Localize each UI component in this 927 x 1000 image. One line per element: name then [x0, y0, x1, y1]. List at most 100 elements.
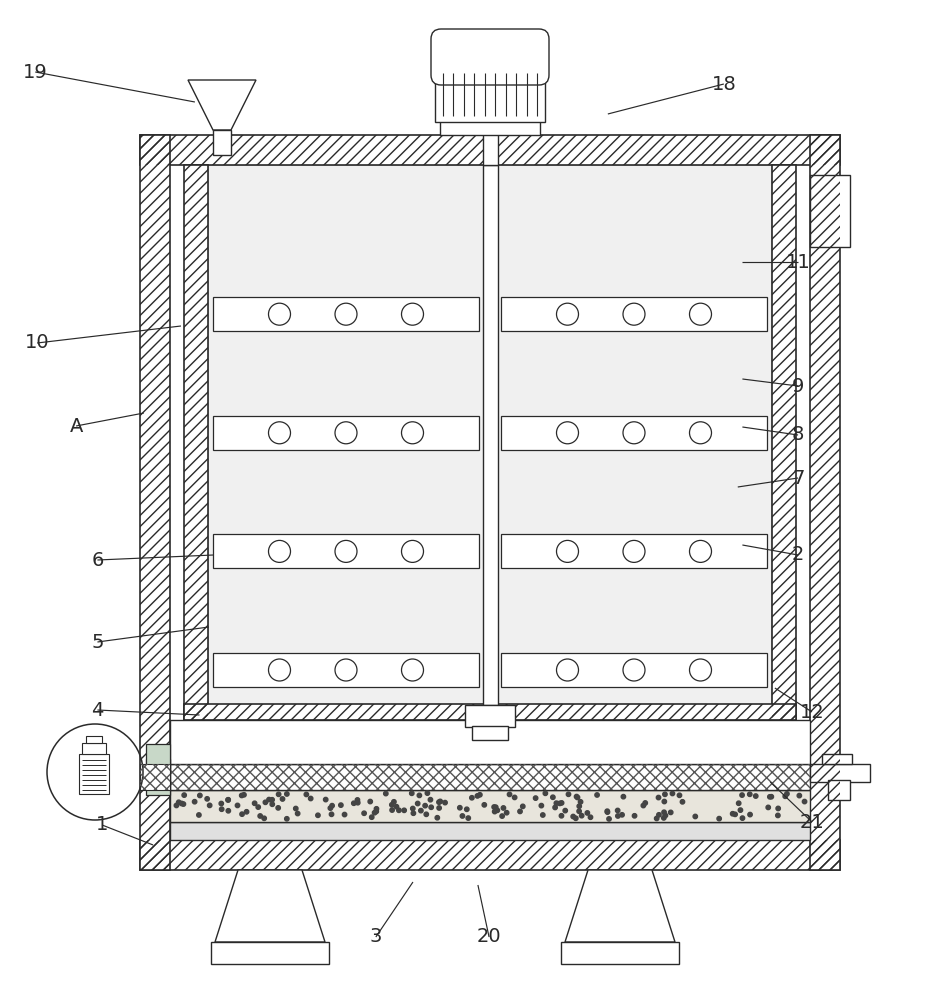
Bar [213, 130, 231, 155]
Bar [79, 754, 108, 794]
Circle shape [517, 809, 522, 814]
Circle shape [493, 805, 498, 809]
Circle shape [622, 659, 644, 681]
Circle shape [619, 813, 624, 817]
Bar [140, 764, 170, 790]
Bar [213, 416, 478, 450]
Circle shape [374, 809, 378, 814]
Circle shape [368, 799, 372, 804]
Circle shape [669, 791, 674, 796]
Circle shape [662, 799, 666, 804]
Circle shape [667, 810, 672, 815]
FancyBboxPatch shape [430, 29, 549, 85]
Circle shape [622, 303, 644, 325]
Circle shape [225, 798, 230, 802]
Circle shape [304, 792, 308, 797]
Bar [771, 165, 795, 720]
Circle shape [355, 798, 360, 802]
Circle shape [335, 303, 357, 325]
Circle shape [501, 806, 505, 810]
Circle shape [338, 803, 343, 807]
Circle shape [559, 814, 563, 818]
Bar [170, 720, 809, 764]
Circle shape [270, 798, 274, 802]
Circle shape [252, 801, 257, 805]
Bar [140, 840, 839, 870]
Circle shape [604, 810, 609, 814]
Bar [208, 165, 771, 705]
Circle shape [730, 812, 734, 816]
Circle shape [268, 422, 290, 444]
Circle shape [469, 796, 474, 800]
Circle shape [176, 800, 181, 804]
Circle shape [192, 800, 197, 804]
Circle shape [654, 816, 658, 821]
Circle shape [747, 792, 751, 796]
Circle shape [418, 808, 423, 813]
Bar [184, 704, 795, 720]
Circle shape [594, 793, 599, 797]
Circle shape [208, 803, 211, 808]
Circle shape [775, 813, 780, 818]
Circle shape [362, 811, 366, 815]
Circle shape [588, 815, 592, 819]
Circle shape [268, 659, 290, 681]
Circle shape [394, 804, 399, 809]
Bar [170, 822, 809, 840]
Circle shape [383, 791, 387, 796]
Circle shape [219, 801, 223, 806]
Bar [435, 67, 544, 122]
Circle shape [689, 422, 711, 444]
Circle shape [491, 805, 496, 809]
Circle shape [768, 795, 773, 799]
Circle shape [437, 800, 440, 804]
Circle shape [355, 801, 360, 805]
Circle shape [642, 801, 647, 805]
Circle shape [268, 303, 290, 325]
Circle shape [423, 803, 426, 808]
Circle shape [692, 814, 697, 819]
Circle shape [606, 817, 611, 821]
Circle shape [556, 422, 578, 444]
Bar [501, 297, 767, 331]
Text: 18: 18 [711, 75, 735, 94]
Circle shape [226, 798, 230, 802]
Circle shape [689, 303, 711, 325]
Circle shape [409, 791, 413, 795]
Bar [146, 744, 170, 769]
Circle shape [753, 794, 757, 798]
Circle shape [796, 793, 801, 798]
Bar [809, 135, 839, 870]
Circle shape [550, 795, 554, 799]
Circle shape [717, 816, 720, 821]
Circle shape [424, 812, 428, 817]
Circle shape [197, 813, 201, 817]
Circle shape [738, 808, 742, 812]
Circle shape [401, 540, 423, 562]
Circle shape [663, 813, 667, 818]
Circle shape [492, 809, 496, 814]
Circle shape [280, 797, 285, 801]
Bar [184, 165, 208, 720]
Bar [809, 175, 849, 247]
Circle shape [397, 808, 400, 812]
Text: 6: 6 [91, 550, 104, 570]
Circle shape [747, 812, 752, 817]
Circle shape [641, 803, 645, 808]
Circle shape [372, 811, 376, 815]
Circle shape [563, 808, 566, 813]
Circle shape [295, 811, 299, 816]
Circle shape [315, 813, 320, 817]
Circle shape [585, 811, 589, 815]
Circle shape [220, 807, 223, 811]
Circle shape [197, 793, 202, 798]
Circle shape [457, 806, 462, 810]
Circle shape [205, 797, 210, 801]
Circle shape [574, 794, 578, 799]
Circle shape [677, 793, 681, 798]
Bar [170, 790, 809, 822]
Text: 3: 3 [369, 928, 382, 946]
Circle shape [389, 803, 394, 807]
Circle shape [552, 805, 557, 810]
Bar [140, 135, 170, 870]
